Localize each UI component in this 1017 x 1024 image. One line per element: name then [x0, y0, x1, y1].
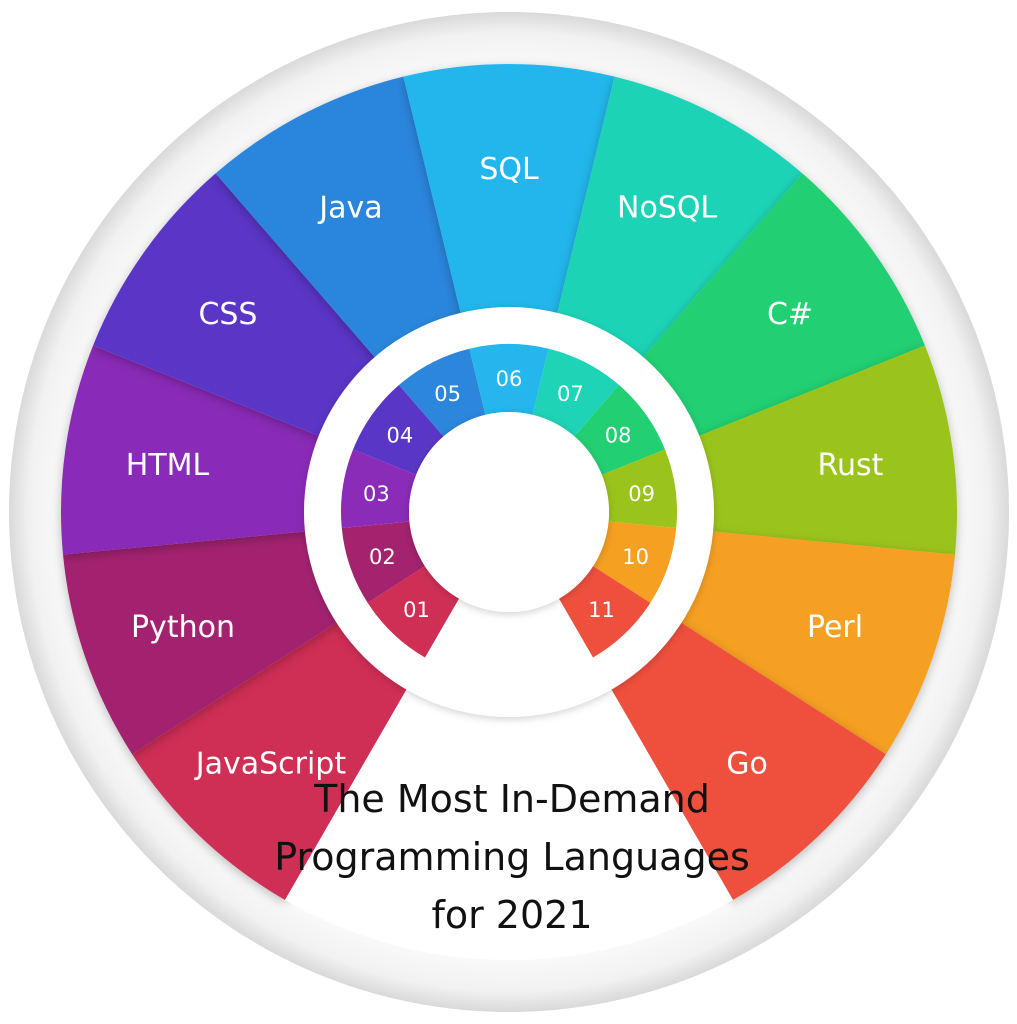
number-label-06: 06	[496, 367, 523, 391]
language-label-05: Java	[317, 190, 382, 225]
language-label-06: SQL	[479, 152, 539, 187]
segment-09	[694, 345, 957, 555]
diagram-title: The Most In-Demand Programming Languages…	[274, 777, 750, 937]
number-label-02: 02	[369, 545, 396, 569]
number-label-04: 04	[386, 423, 413, 447]
number-label-05: 05	[434, 382, 461, 406]
inner-labels: 01 02 03 04 05 06 07 08 09 10 11	[363, 367, 655, 622]
number-segment-03	[340, 449, 417, 528]
number-label-07: 07	[557, 382, 584, 406]
segment-01	[132, 620, 410, 900]
segment-06	[403, 63, 615, 318]
number-label-09: 09	[628, 482, 655, 506]
number-label-08: 08	[605, 423, 632, 447]
segment-11	[609, 620, 886, 900]
segment-04	[93, 173, 379, 438]
language-label-09: Rust	[818, 448, 884, 483]
number-segment-09	[601, 449, 677, 528]
segment-02	[63, 531, 341, 755]
number-label-01: 01	[403, 598, 430, 622]
language-label-02: Python	[131, 610, 235, 645]
title-panel	[285, 598, 733, 960]
inner-segments	[340, 344, 677, 658]
number-segment-05	[398, 348, 486, 437]
number-label-11: 11	[588, 598, 615, 622]
segment-10	[677, 531, 955, 755]
number-segment-11	[559, 566, 651, 658]
number-label-03: 03	[363, 482, 390, 506]
number-label-10: 10	[622, 545, 649, 569]
number-segment-01	[367, 566, 459, 658]
language-label-04: CSS	[198, 297, 257, 332]
number-segment-02	[341, 521, 425, 603]
segment-03	[61, 345, 324, 555]
title-line-1: The Most In-Demand	[313, 777, 710, 821]
language-label-03: HTML	[126, 448, 210, 483]
number-segment-07	[532, 348, 620, 437]
segment-05	[215, 76, 462, 361]
title-line-2: Programming Languages	[274, 835, 750, 879]
center-hub	[409, 412, 609, 612]
language-label-08: C#	[767, 297, 813, 332]
segment-07	[556, 76, 803, 361]
segment-08	[639, 173, 925, 438]
outer-labels: JavaScript Python HTML CSS Java SQL NoSQL C# Rus…	[126, 152, 884, 782]
number-segment-08	[574, 385, 665, 475]
language-label-11: Go	[726, 747, 768, 782]
language-label-10: Perl	[807, 610, 863, 645]
language-label-07: NoSQL	[617, 190, 717, 225]
number-segment-10	[593, 521, 677, 603]
number-segment-04	[353, 385, 444, 475]
title-line-3: for 2021	[431, 893, 592, 937]
language-label-01: JavaScript	[194, 747, 347, 782]
number-segment-06	[469, 344, 549, 415]
outer-segments	[61, 63, 957, 900]
